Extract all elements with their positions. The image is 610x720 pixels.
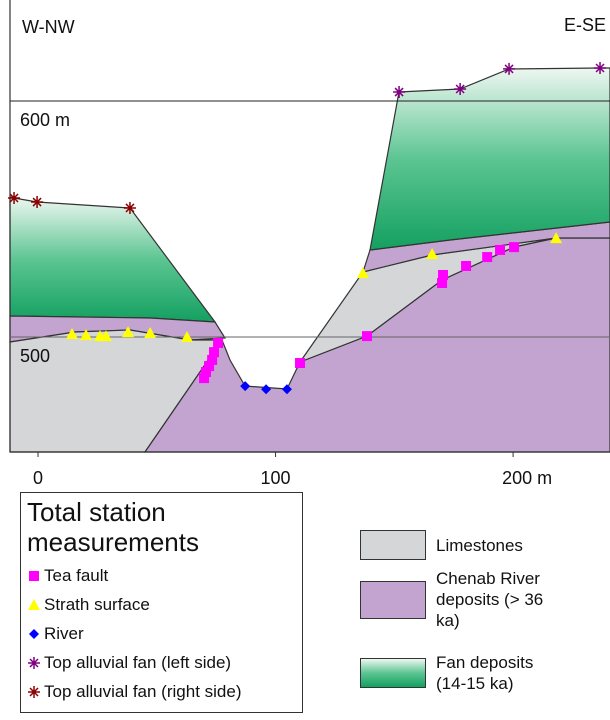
left-label: W-NW	[22, 17, 75, 37]
figure: W-NW E-SE 500 600 m 0 100 200 m Total statio…	[0, 0, 610, 720]
legend-label: Top alluvial fan (right side)	[44, 682, 241, 702]
x-tick-label: 100	[261, 468, 291, 488]
x-tick-label: 200 m	[502, 468, 552, 488]
legend-label: Top alluvial fan (left side)	[44, 653, 231, 673]
legend-marker	[27, 656, 41, 670]
marker	[29, 629, 39, 639]
unit-swatch	[360, 581, 426, 619]
marker	[482, 252, 492, 262]
legend-entry: Top alluvial fan (left side)	[27, 648, 296, 677]
units	[10, 68, 610, 452]
legend-label: Strath surface	[44, 595, 150, 615]
marker	[495, 245, 505, 255]
y-tick-label: 500	[20, 346, 50, 366]
unit-label: Limestones	[436, 535, 548, 556]
fan-left	[10, 197, 215, 322]
marker	[509, 242, 519, 252]
legend-marker	[27, 627, 41, 641]
marker	[28, 599, 40, 610]
legend-marker	[27, 685, 41, 699]
fan-right	[370, 68, 610, 250]
legend-rows: Tea fault Strath surface River Top alluvial…	[27, 561, 296, 706]
marker	[28, 686, 40, 698]
unit-label: Chenab River deposits (> 36 ka)	[436, 568, 548, 631]
marker	[362, 331, 372, 341]
unit-swatch	[360, 658, 426, 688]
legend-marker	[27, 569, 41, 583]
legend-label: River	[44, 624, 84, 644]
marker	[295, 358, 305, 368]
legend-label: Tea fault	[44, 566, 108, 586]
x-tick-label: 0	[33, 468, 43, 488]
marker	[199, 373, 209, 383]
legend-entry: River	[27, 619, 296, 648]
y-tick-label: 600 m	[20, 110, 70, 130]
unit-swatch	[360, 530, 426, 560]
legend-marker	[27, 598, 41, 612]
legend-title: Total station measurements	[27, 497, 267, 557]
unit-entry: Limestones	[360, 530, 548, 560]
legend-entry: Top alluvial fan (right side)	[27, 677, 296, 706]
marker	[461, 261, 471, 271]
marker	[438, 270, 448, 280]
unit-label: Fan deposits (14-15 ka)	[436, 652, 548, 694]
cross-section: W-NW E-SE 500 600 m 0 100 200 m	[0, 0, 610, 490]
marker	[29, 571, 39, 581]
legend: Total station measurements Tea fault Stra…	[20, 492, 303, 713]
marker	[28, 657, 40, 669]
legend-entry: Tea fault	[27, 561, 296, 590]
legend-entry: Strath surface	[27, 590, 296, 619]
unit-entry: Chenab River deposits (> 36 ka)	[360, 568, 548, 631]
unit-entry: Fan deposits (14-15 ka)	[360, 652, 548, 694]
marker	[213, 338, 223, 348]
right-label: E-SE	[564, 15, 606, 35]
